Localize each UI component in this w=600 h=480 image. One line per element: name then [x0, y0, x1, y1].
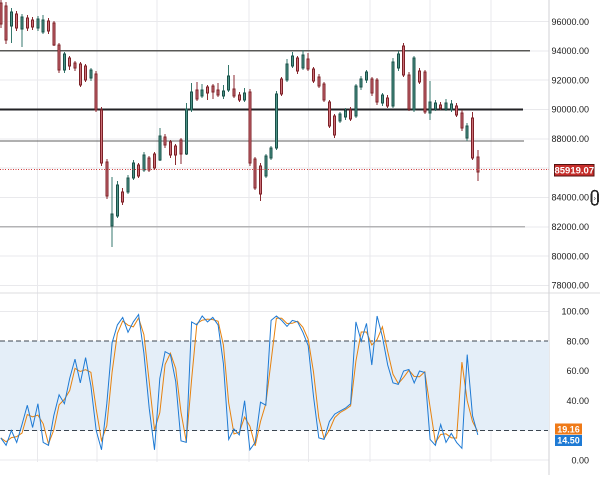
- svg-text:14.50: 14.50: [557, 436, 580, 446]
- svg-text:›: ›: [594, 196, 597, 203]
- svg-text:40.00: 40.00: [566, 396, 589, 406]
- svg-text:0.00: 0.00: [571, 455, 589, 465]
- svg-text:60.00: 60.00: [566, 366, 589, 376]
- svg-text:96000.00: 96000.00: [551, 17, 589, 27]
- svg-text:80.00: 80.00: [566, 336, 589, 346]
- svg-text:78000.00: 78000.00: [551, 281, 589, 291]
- svg-text:88000.00: 88000.00: [551, 134, 589, 144]
- svg-text:85919.07: 85919.07: [554, 166, 594, 177]
- svg-text:84000.00: 84000.00: [551, 193, 589, 203]
- svg-text:80000.00: 80000.00: [551, 251, 589, 261]
- svg-text:94000.00: 94000.00: [551, 46, 589, 56]
- svg-text:100.00: 100.00: [561, 307, 589, 317]
- svg-text:82000.00: 82000.00: [551, 222, 589, 232]
- svg-text:92000.00: 92000.00: [551, 75, 589, 85]
- svg-text:90000.00: 90000.00: [551, 105, 589, 115]
- svg-text:19.16: 19.16: [557, 424, 580, 434]
